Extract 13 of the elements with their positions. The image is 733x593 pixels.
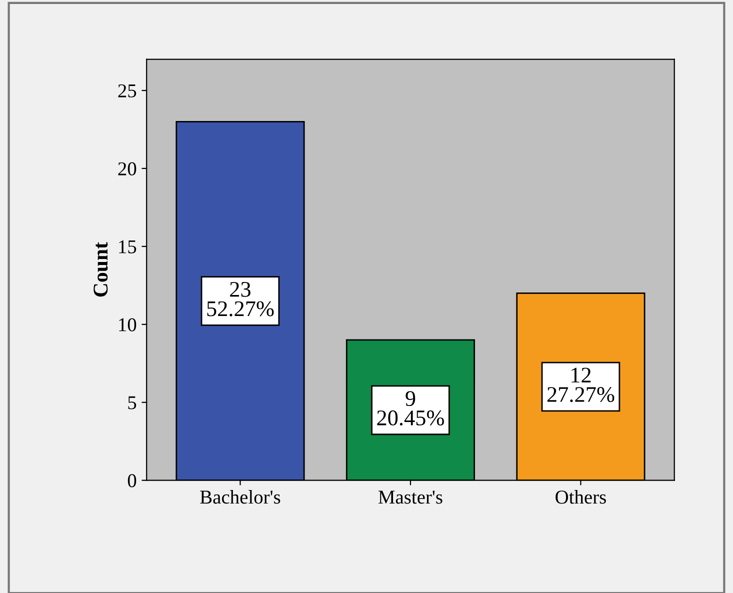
y-tick-label: 10 [119, 318, 136, 332]
y-tick-label: 0 [128, 474, 136, 488]
y-tick-label: 5 [128, 396, 136, 410]
data-label: 9 20.45% [377, 391, 444, 426]
x-tick-label: Bachelor's [200, 490, 280, 504]
x-tick-label: Master's [378, 490, 442, 504]
y-tick-label: 15 [119, 240, 136, 254]
x-tick-label: Others [556, 490, 606, 504]
data-label: 12 27.27% [547, 368, 614, 402]
y-tick-label: 20 [118, 162, 136, 176]
y-axis-title: Count [94, 242, 108, 297]
data-label: 23 52.27% [207, 282, 274, 316]
y-tick-label: 25 [118, 84, 136, 98]
